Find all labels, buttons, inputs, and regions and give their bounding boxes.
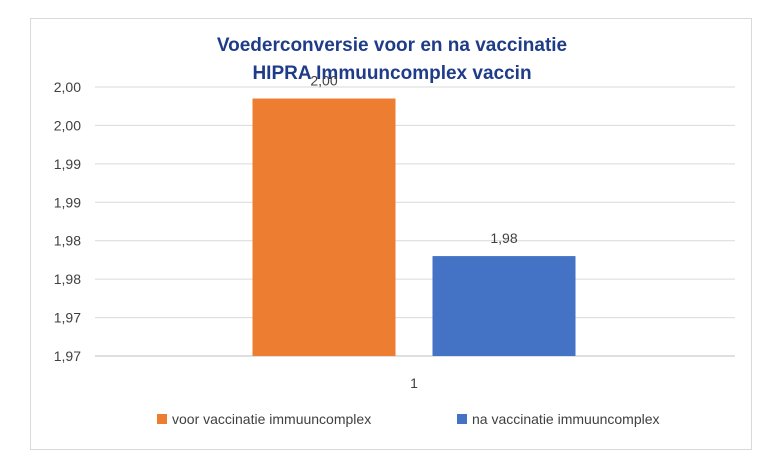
y-axis-ticks: 1,97 1,97 1,98 1,98 1,99 1,99 2,00 2,00 xyxy=(54,79,81,364)
legend-swatch xyxy=(157,414,167,424)
chart-title: Voederconversie voor en na vaccinatie xyxy=(217,35,567,56)
bars xyxy=(252,98,576,357)
data-label: 2,00 xyxy=(310,73,337,89)
y-tick-label: 1,97 xyxy=(54,310,81,326)
y-tick-label: 1,97 xyxy=(54,348,81,364)
y-tick-label: 1,98 xyxy=(54,271,81,287)
x-axis: 1 xyxy=(410,375,418,391)
data-labels: 2,00 1,98 xyxy=(310,73,517,247)
gridlines xyxy=(95,86,735,357)
legend-swatch xyxy=(457,414,467,424)
y-tick-label: 2,00 xyxy=(54,79,81,95)
y-tick-label: 1,99 xyxy=(54,194,81,210)
data-label: 1,98 xyxy=(490,230,517,246)
y-tick-label: 1,98 xyxy=(54,233,81,249)
bar xyxy=(252,98,396,357)
bar xyxy=(432,256,576,356)
legend-label: na vaccinatie immuuncomplex xyxy=(472,411,660,427)
legend: voor vaccinatie immuuncomplex na vaccinat… xyxy=(157,411,660,427)
x-tick-label: 1 xyxy=(410,375,418,391)
y-tick-label: 2,00 xyxy=(54,117,81,133)
legend-label: voor vaccinatie immuuncomplex xyxy=(172,411,371,427)
y-tick-label: 1,99 xyxy=(54,156,81,172)
chart-subtitle: HIPRA Immuuncomplex vaccin xyxy=(252,63,531,84)
